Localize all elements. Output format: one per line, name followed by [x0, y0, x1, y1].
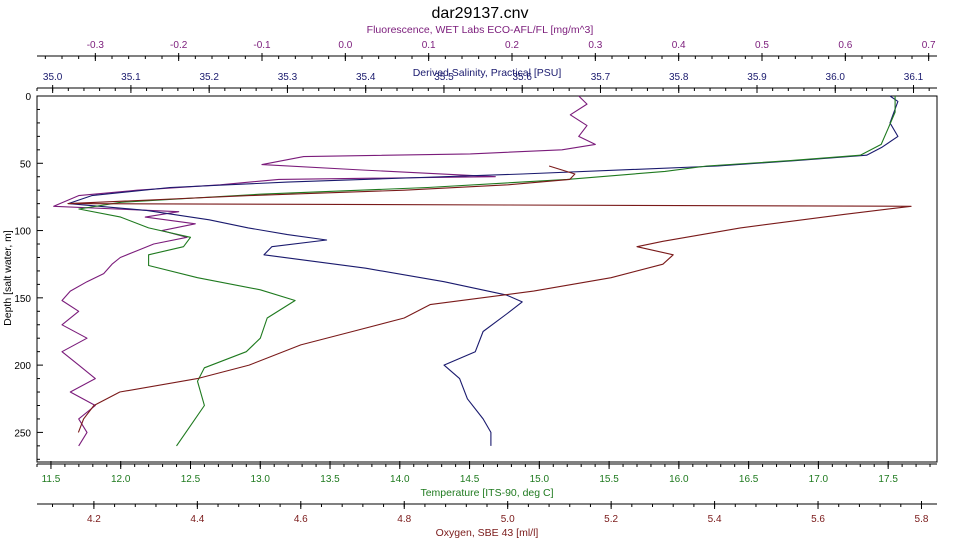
fluorescence-tick-label: 0.4 [672, 40, 686, 51]
fluorescence-tick-label: -0.3 [87, 40, 105, 51]
fluorescence-tick-label: 0.6 [838, 40, 852, 51]
temperature-tick-label: 13.5 [320, 474, 340, 485]
depth-tick-label: 50 [20, 159, 32, 170]
temperature-series-line [78, 96, 896, 447]
temperature-tick-label: 17.0 [809, 474, 829, 485]
salinity-axis-label: Derived Salinity, Practical [PSU] [413, 67, 562, 79]
temperature-tick-label: 14.0 [390, 474, 410, 485]
salinity-tick-label: 35.0 [43, 72, 63, 83]
fluorescence-tick-label: 0.5 [755, 40, 769, 51]
salinity-tick-label: 35.8 [669, 72, 689, 83]
temperature-tick-label: 16.0 [669, 474, 689, 485]
temperature-tick-label: 15.0 [530, 474, 550, 485]
depth-axis-label: Depth [salt water, m] [2, 230, 14, 326]
salinity-tick-label: 36.0 [826, 72, 846, 83]
fluorescence-tick-label: 0.0 [338, 40, 352, 51]
oxygen-tick-label: 5.8 [915, 514, 929, 525]
oxygen-tick-label: 4.8 [397, 514, 411, 525]
salinity-tick-label: 35.5 [434, 72, 454, 83]
salinity-tick-label: 35.1 [121, 72, 141, 83]
oxygen-tick-label: 4.2 [87, 514, 101, 525]
fluorescence-series-line [53, 95, 596, 447]
fluorescence-axis-label: Fluorescence, WET Labs ECO-AFL/FL [mg/m^… [367, 24, 594, 36]
fluorescence-tick-label: -0.1 [253, 40, 271, 51]
depth-tick-label: 0 [25, 92, 31, 103]
depth-tick-label: 100 [14, 227, 31, 238]
temperature-tick-label: 16.5 [739, 474, 759, 485]
oxygen-series-line [67, 165, 912, 433]
temperature-tick-label: 15.5 [599, 474, 619, 485]
fluorescence-tick-label: 0.2 [505, 40, 519, 51]
chart-title: dar29137.cnv [432, 5, 529, 22]
oxygen-tick-label: 5.4 [708, 514, 722, 525]
salinity-tick-label: 35.2 [199, 72, 219, 83]
oxygen-tick-label: 4.4 [190, 514, 204, 525]
temperature-tick-label: 13.0 [251, 474, 271, 485]
plot-frame [36, 95, 938, 463]
fluorescence-tick-label: 0.1 [422, 40, 436, 51]
salinity-tick-label: 36.1 [904, 72, 924, 83]
fluorescence-tick-label: 0.3 [588, 40, 602, 51]
depth-tick-label: 250 [14, 428, 31, 439]
salinity-tick-label: 35.4 [356, 72, 376, 83]
oxygen-axis-label: Oxygen, SBE 43 [ml/l] [436, 527, 539, 539]
salinity-tick-label: 35.6 [512, 72, 532, 83]
depth-tick-label: 200 [14, 361, 31, 372]
temperature-tick-label: 11.5 [42, 474, 61, 485]
salinity-tick-label: 35.3 [278, 72, 298, 83]
temperature-tick-label: 12.5 [181, 474, 201, 485]
salinity-tick-label: 35.7 [591, 72, 611, 83]
fluorescence-tick-label: -0.2 [170, 40, 188, 51]
fluorescence-tick-label: 0.7 [922, 40, 936, 51]
oxygen-tick-label: 4.6 [294, 514, 308, 525]
salinity-series-line [67, 95, 899, 446]
oxygen-tick-label: 5.2 [604, 514, 618, 525]
salinity-tick-label: 35.9 [747, 72, 767, 83]
oxygen-tick-label: 5.6 [811, 514, 825, 525]
temperature-axis-label: Temperature [ITS-90, deg C] [420, 487, 553, 499]
depth-tick-label: 150 [14, 294, 31, 305]
temperature-tick-label: 14.5 [460, 474, 480, 485]
temperature-tick-label: 17.5 [878, 474, 898, 485]
temperature-tick-label: 12.0 [111, 474, 131, 485]
oxygen-tick-label: 5.0 [501, 514, 515, 525]
